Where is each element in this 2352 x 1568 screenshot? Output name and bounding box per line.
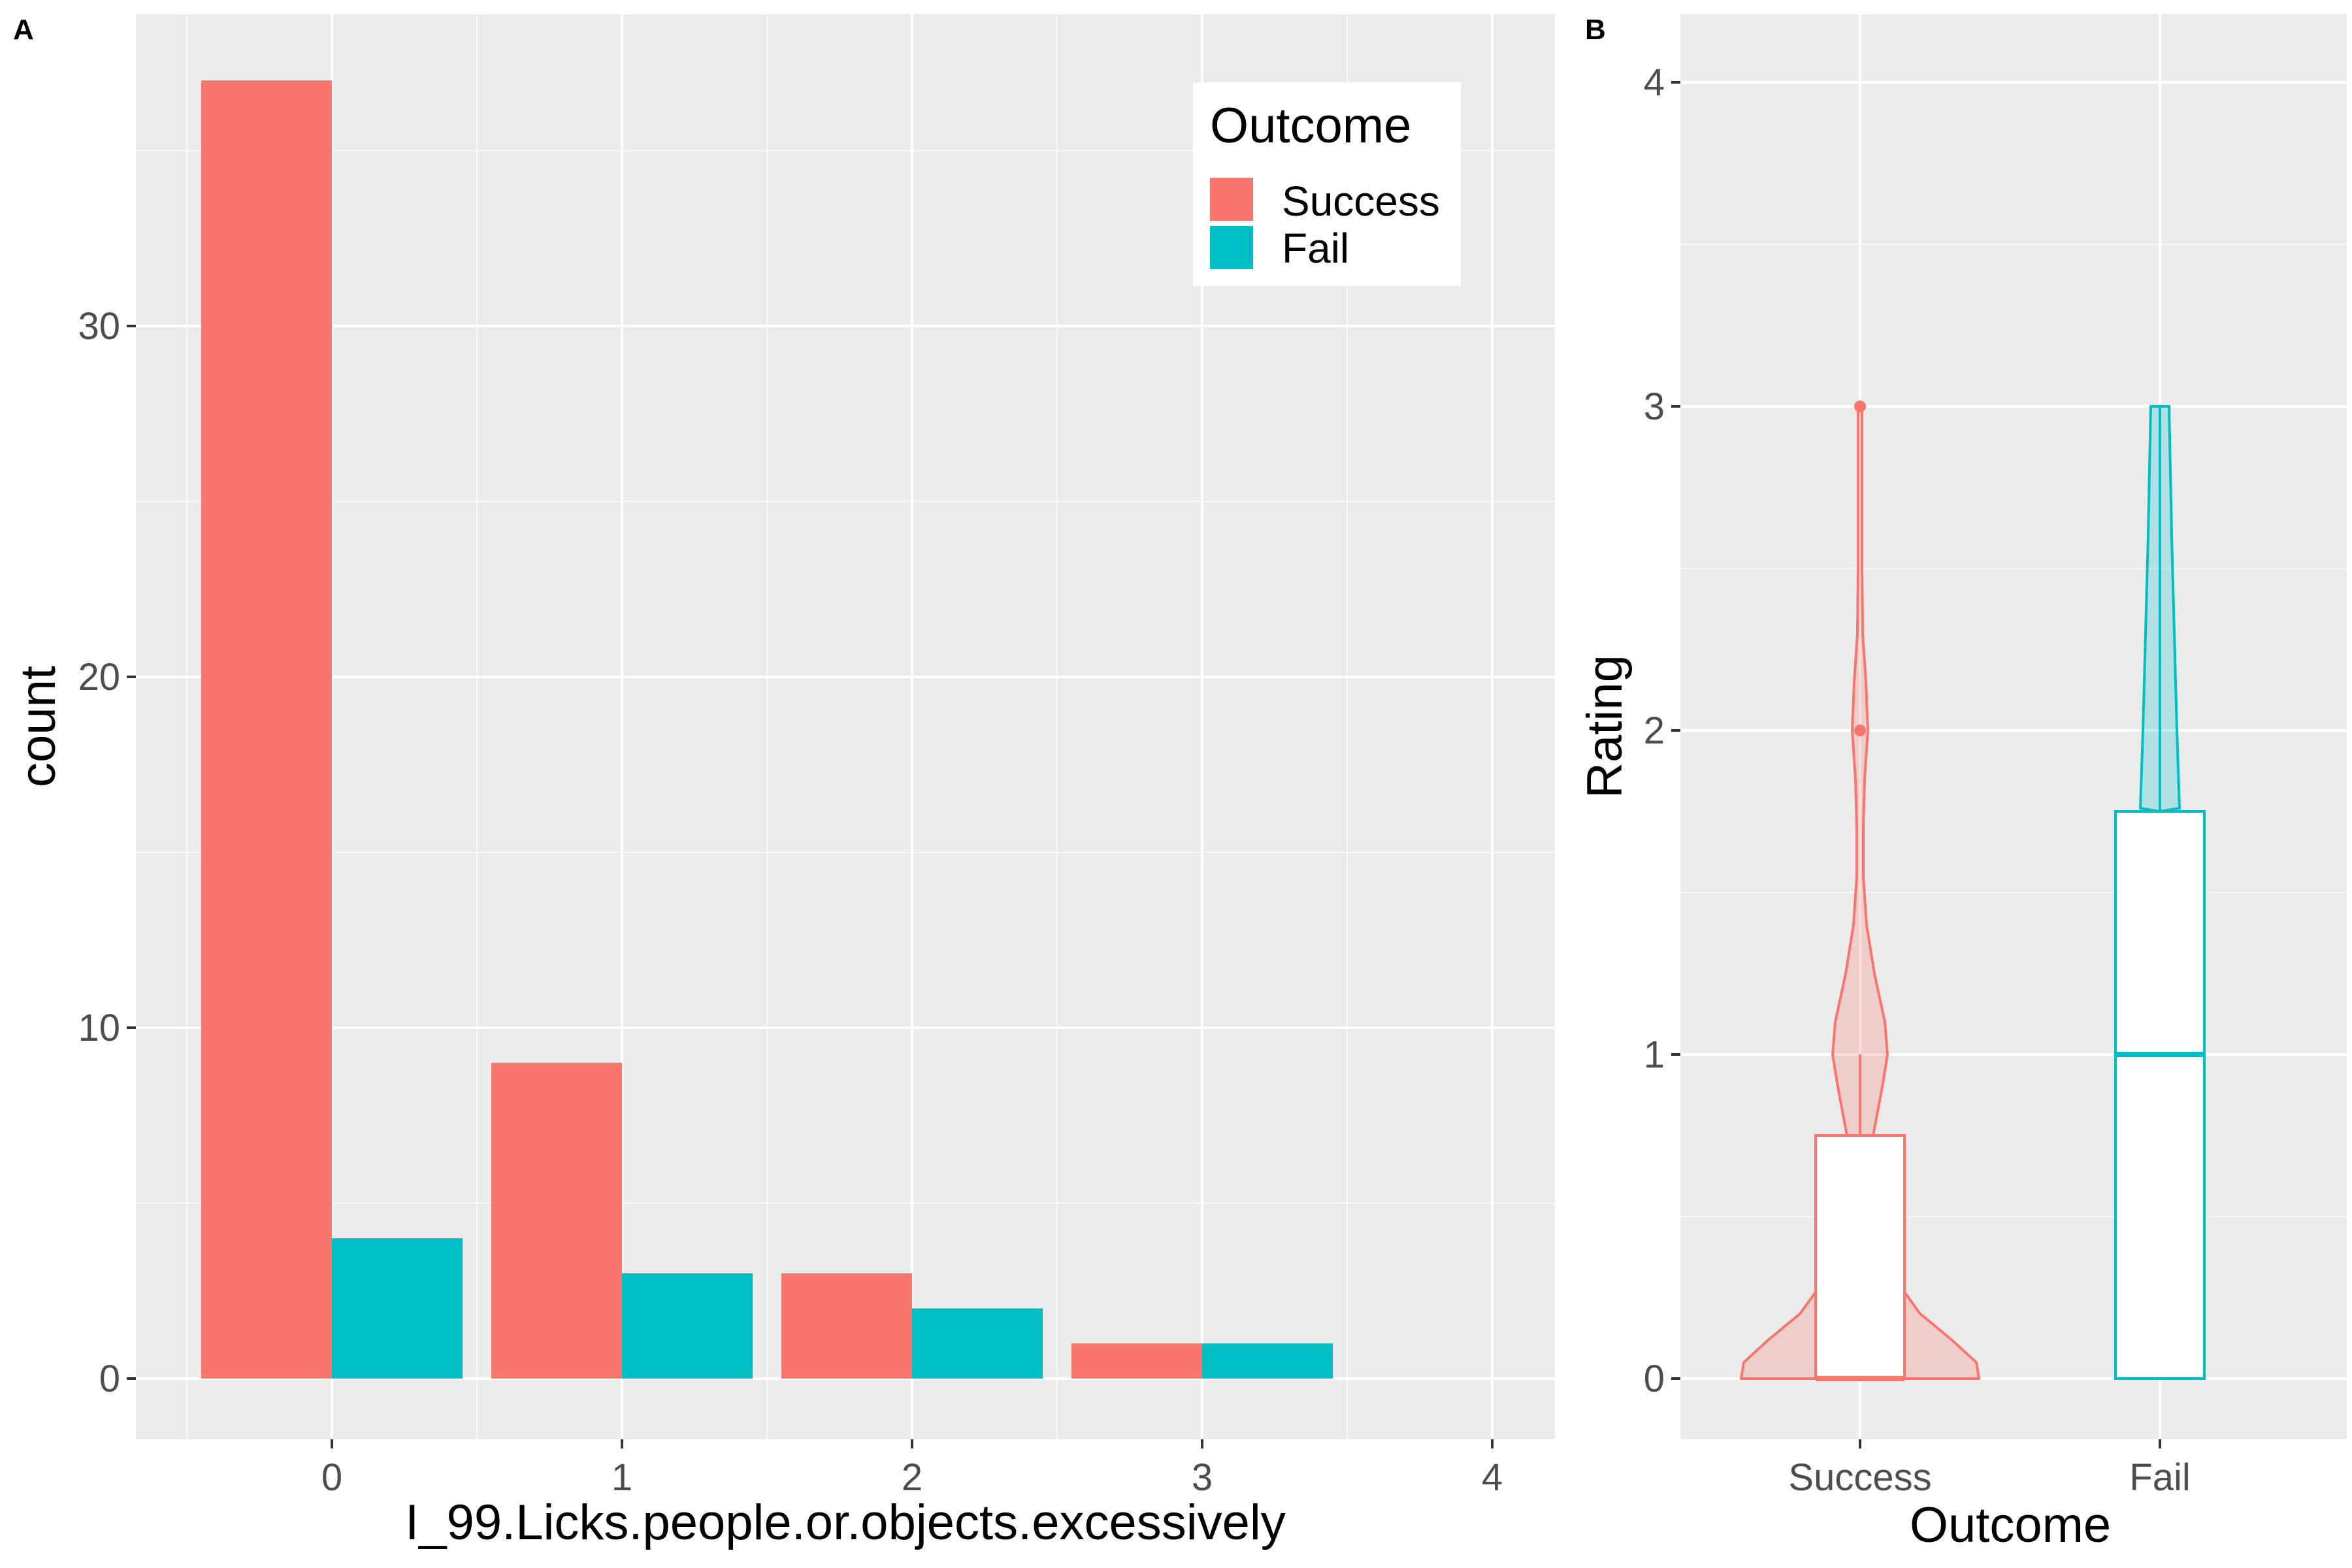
panel-a-y-ticks: 0 10 20 30 <box>78 305 136 1400</box>
y-tick-label: 1 <box>1644 1034 1665 1076</box>
legend-label-success: Success <box>1282 178 1440 225</box>
outlier-point-success <box>1854 400 1866 412</box>
x-tick-label: Fail <box>2129 1456 2190 1499</box>
x-tick-label: 4 <box>1482 1456 1503 1499</box>
panel-a-x-axis-title: I_99.Licks.people.or.objects.excessively <box>405 1495 1286 1550</box>
y-tick-label: 2 <box>1644 710 1665 752</box>
legend-key-success <box>1210 178 1253 221</box>
x-tick-label: 2 <box>902 1456 923 1499</box>
bar-success-2 <box>781 1273 912 1379</box>
y-tick-label: 20 <box>78 656 120 698</box>
bar-success-0 <box>201 80 332 1379</box>
legend: Outcome Success Fail <box>1193 82 1461 286</box>
panel-label-b: B <box>1585 14 1606 46</box>
legend-label-fail: Fail <box>1282 225 1349 272</box>
outlier-point-success <box>1854 725 1866 736</box>
panel-b-plot-background <box>1680 14 2347 1439</box>
bar-fail-1 <box>622 1273 753 1379</box>
panel-a-y-axis-title: count <box>10 666 66 787</box>
panel-b-violins <box>1740 400 2206 1381</box>
y-tick-label: 3 <box>1644 385 1665 428</box>
y-tick-label: 0 <box>1644 1358 1665 1400</box>
panel-b-minor-grid <box>1680 244 2347 1217</box>
panel-b-x-axis-title: Outcome <box>1910 1497 2111 1553</box>
y-tick-label: 30 <box>78 305 120 348</box>
y-tick-label: 4 <box>1644 61 1665 104</box>
x-tick-label: 3 <box>1192 1456 1213 1499</box>
panel-b-x-ticks: Success Fail <box>1788 1439 2191 1499</box>
box-success <box>1814 1134 1906 1380</box>
legend-title: Outcome <box>1210 98 1411 154</box>
panel-b-y-ticks: 0 1 2 3 4 <box>1644 61 1680 1400</box>
panel-a-x-ticks: 0 1 2 3 4 <box>321 1439 1503 1499</box>
panel-a-bars <box>201 80 1333 1379</box>
bar-fail-3 <box>1202 1343 1333 1379</box>
panel-b-y-axis-title: Rating <box>1577 655 1633 798</box>
x-tick-label: 0 <box>321 1456 342 1499</box>
x-tick-label: Success <box>1788 1456 1931 1499</box>
bar-fail-0 <box>332 1238 463 1379</box>
bar-success-3 <box>1071 1343 1202 1379</box>
box-fail <box>2114 810 2206 1380</box>
bar-success-1 <box>491 1062 622 1379</box>
bar-fail-2 <box>912 1308 1043 1379</box>
legend-key-fail <box>1210 226 1253 269</box>
x-tick-label: 1 <box>612 1456 632 1499</box>
panel-label-a: A <box>13 14 34 46</box>
y-tick-label: 10 <box>78 1007 120 1049</box>
y-tick-label: 0 <box>99 1358 120 1400</box>
